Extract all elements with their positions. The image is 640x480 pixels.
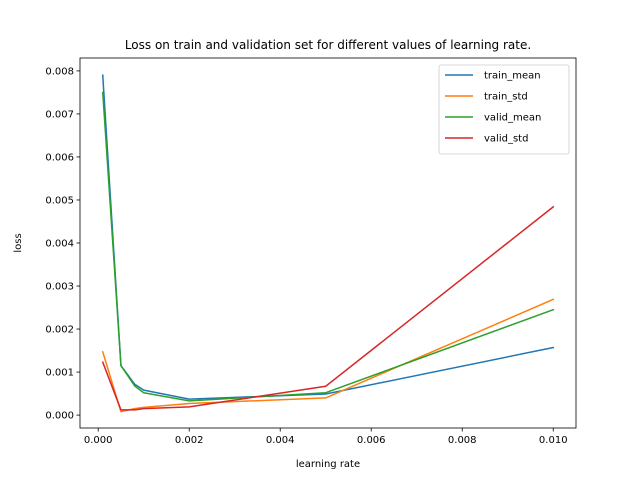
series-line-valid-std [101, 205, 555, 411]
y-axis-label: loss [13, 233, 24, 252]
y-tick-label: 0.001 [45, 368, 74, 379]
series-layer [101, 74, 555, 413]
series-line-train-std [101, 298, 555, 413]
y-tick-label: 0.007 [45, 109, 74, 120]
x-tick-label: 0.008 [448, 435, 477, 446]
y-tick-label: 0.004 [45, 239, 74, 250]
x-tick-label: 0.000 [84, 435, 113, 446]
legend-label: train_mean [484, 71, 541, 82]
y-tick-label: 0.000 [45, 411, 74, 422]
y-tick-label: 0.002 [45, 325, 74, 336]
ticks-layer: 0.000 0.002 0.004 0.006 0.008 0.010 0.000 0.001… [45, 66, 567, 446]
x-tick-label: 0.006 [357, 435, 386, 446]
y-tick-label: 0.008 [45, 66, 74, 77]
series-line-valid-mean [101, 91, 555, 402]
y-tick-label: 0.003 [45, 282, 74, 293]
legend-box [438, 64, 570, 155]
y-tick-label: 0.005 [45, 195, 74, 206]
y-tick-label: 0.006 [45, 152, 74, 163]
x-tick-label: 0.004 [266, 435, 295, 446]
legend-label: train_std [484, 92, 528, 103]
x-axis-label: learning rate [296, 459, 360, 470]
legend-label: valid_mean [484, 113, 541, 124]
axes-frame [79, 57, 577, 429]
chart-title: Loss on train and validation set for dif… [125, 38, 531, 52]
x-tick-label: 0.002 [175, 435, 204, 446]
legend-label: valid_std [484, 134, 528, 145]
x-tick-label: 0.010 [539, 435, 568, 446]
legend: train_mean train_std valid_mean valid_std [438, 64, 570, 155]
